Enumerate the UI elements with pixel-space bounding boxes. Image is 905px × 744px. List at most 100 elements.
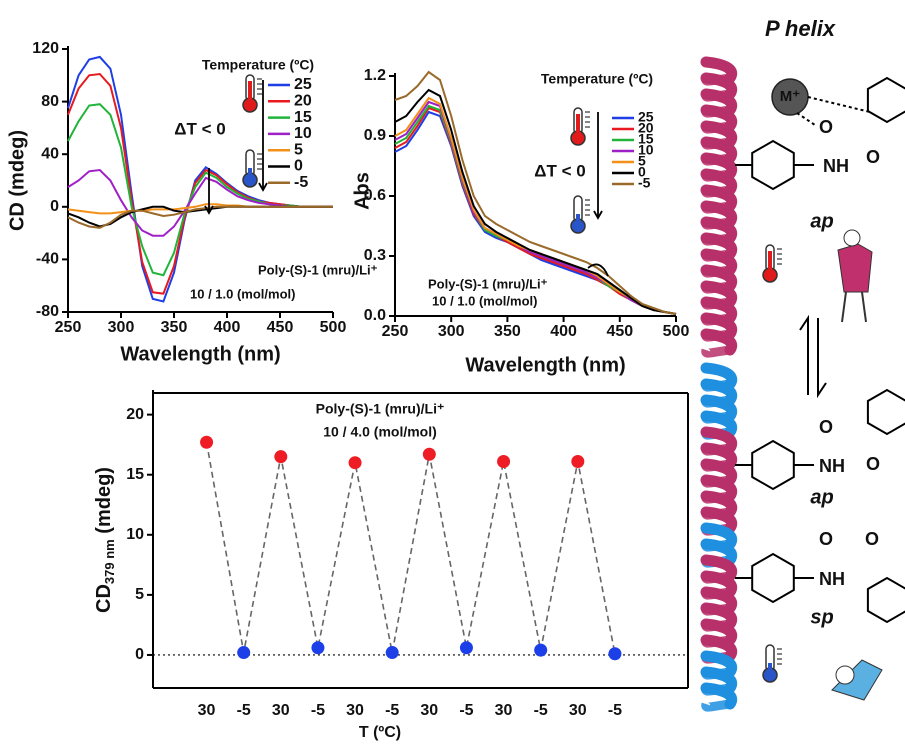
decoration: [700, 328, 738, 356]
decoration: [700, 312, 738, 340]
y-tick-label: 40: [41, 145, 59, 162]
x-tick-label: 250: [382, 323, 409, 340]
decoration: [700, 442, 738, 470]
legend-label: 5: [638, 153, 646, 169]
x-tick-label: -5: [534, 702, 548, 719]
decoration: [866, 576, 905, 624]
decoration: [700, 88, 738, 116]
decoration: [576, 114, 580, 136]
diagram-label: NH: [819, 456, 845, 476]
x-tick-label: 300: [438, 323, 465, 340]
x-tick-label: -5: [385, 702, 399, 719]
y-tick-label: 0.0: [364, 307, 386, 324]
y-tick-label: 0.3: [364, 247, 386, 264]
x-tick-label: 450: [606, 323, 633, 340]
point: [200, 435, 214, 449]
decoration: [841, 291, 867, 323]
x-tick-label: 350: [494, 323, 521, 340]
x-tick-label: 30: [420, 702, 438, 719]
decoration: [576, 214, 580, 224]
decoration: [700, 184, 738, 212]
decoration: [700, 264, 738, 292]
decoration: [700, 410, 738, 438]
decoration: [700, 538, 738, 566]
y-tick-label: 120: [32, 40, 59, 57]
legend-label: 10: [638, 142, 654, 158]
x-tick-label: 30: [198, 702, 216, 719]
decoration: [835, 665, 855, 685]
x-axis-label: Wavelength (nm): [465, 354, 625, 376]
x-tick-label: 450: [267, 319, 294, 336]
decoration: [700, 120, 738, 148]
decoration: [866, 76, 905, 124]
decoration: [837, 243, 873, 293]
diagram-label: O: [865, 529, 879, 549]
decoration: [700, 426, 738, 454]
decoration: [700, 506, 738, 534]
legend-label: 25: [638, 109, 654, 125]
point: [274, 450, 288, 464]
point: [385, 646, 399, 660]
point: [497, 454, 511, 468]
y-tick-label: 15: [126, 466, 144, 483]
x-axis-label: T (ºC): [359, 724, 401, 741]
diagram-label: O: [819, 417, 833, 437]
decoration: [701, 699, 731, 712]
decoration: [700, 474, 738, 502]
decoration: [700, 56, 738, 84]
decoration: [700, 394, 738, 422]
decoration: [700, 490, 738, 518]
annotation: ΔT < 0: [534, 161, 585, 180]
x-tick-label: 500: [663, 323, 690, 340]
legend-label: -5: [294, 174, 308, 191]
decoration: [700, 168, 738, 196]
decoration: [817, 318, 827, 399]
series-line: [67, 205, 333, 229]
legend-label: -5: [638, 175, 651, 191]
diagram-label: O: [819, 117, 833, 137]
y-tick-label: 0: [135, 646, 144, 663]
point: [608, 647, 622, 661]
decoration: [700, 378, 738, 406]
point: [422, 447, 436, 461]
y-tick-label: 1.2: [364, 67, 386, 84]
legend-label: 0: [294, 158, 303, 175]
legend-label: 20: [638, 120, 654, 136]
x-tick-label: 30: [272, 702, 290, 719]
decoration: [700, 602, 738, 630]
decoration: [701, 345, 731, 358]
y-axis-label-part: CD: [93, 584, 115, 613]
decoration: [700, 248, 738, 276]
diagram-label: O: [819, 529, 833, 549]
decoration: [700, 618, 738, 646]
decoration: [700, 586, 738, 614]
diagram-label: ap: [810, 486, 833, 508]
decoration: [700, 72, 738, 100]
x-tick-label: 30: [495, 702, 513, 719]
decoration: [700, 296, 738, 324]
legend-label: 25: [294, 76, 312, 93]
point: [237, 646, 251, 660]
decoration: [866, 388, 905, 436]
decoration: [751, 552, 795, 604]
diagram-label: NH: [823, 156, 849, 176]
decoration: [700, 200, 738, 228]
y-tick-label: 10: [126, 526, 144, 543]
legend-title: Temperature (ºC): [541, 71, 653, 87]
annotation: Poly-(S)-1 (mru)/Li⁺: [428, 276, 548, 291]
x-tick-label: 30: [569, 702, 587, 719]
y-axis-label: CD379 nm (mdeg): [93, 467, 117, 613]
annotation: 10 / 4.0 (mol/mol): [323, 424, 437, 440]
x-tick-label: 300: [108, 319, 135, 336]
diagram-label: sp: [810, 606, 833, 628]
diagram-label: O: [866, 454, 880, 474]
decoration: [700, 152, 738, 180]
y-axis-label-part: 379 nm: [102, 539, 117, 584]
decoration: [258, 182, 268, 192]
annotation: ΔT < 0: [174, 119, 225, 138]
legend-label: 0: [638, 164, 646, 180]
decoration: [700, 522, 738, 550]
legend-label: 5: [294, 141, 303, 158]
diagram-label: ap: [810, 210, 833, 232]
